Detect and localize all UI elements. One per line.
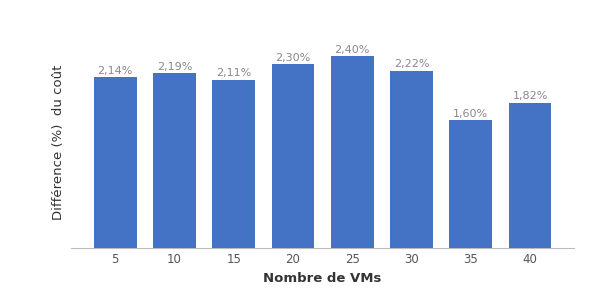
Bar <box>390 71 433 248</box>
Text: 2,14%: 2,14% <box>98 65 133 75</box>
Bar <box>153 73 196 248</box>
Bar <box>449 120 492 248</box>
X-axis label: Nombre de VMs: Nombre de VMs <box>263 272 382 285</box>
Text: 2,40%: 2,40% <box>334 45 370 55</box>
Text: 2,30%: 2,30% <box>275 53 311 63</box>
Bar <box>272 64 314 248</box>
Bar <box>94 77 137 248</box>
Bar <box>509 103 551 248</box>
Text: 1,60%: 1,60% <box>453 109 488 119</box>
Bar <box>213 80 255 248</box>
Text: 2,22%: 2,22% <box>394 59 429 69</box>
Text: 1,82%: 1,82% <box>512 91 548 101</box>
Y-axis label: Différence (%)  du coût: Différence (%) du coût <box>53 65 66 220</box>
Text: 2,11%: 2,11% <box>216 68 252 78</box>
Text: 2,19%: 2,19% <box>157 62 192 72</box>
Bar <box>331 56 374 248</box>
